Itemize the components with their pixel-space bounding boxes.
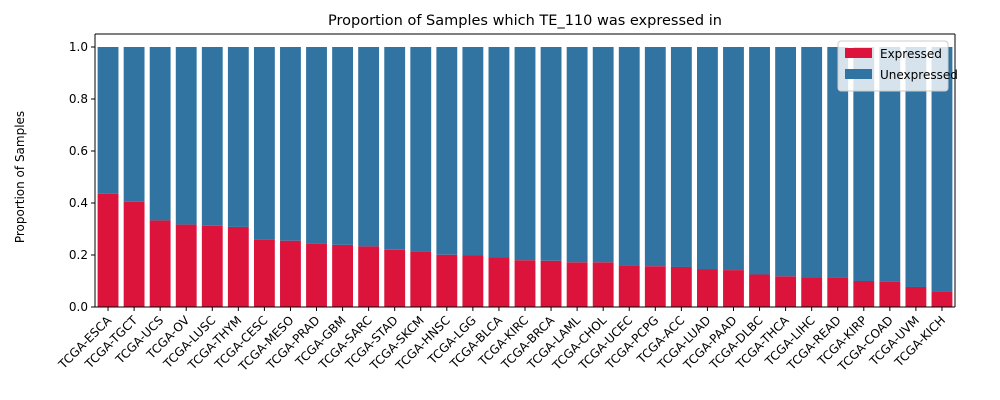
y-tick-label: 1.0 [69,40,88,54]
bar-expressed-tcga-prad [306,243,327,307]
y-tick-label: 0.4 [69,196,88,210]
bar-expressed-tcga-luad [697,269,718,307]
bar-expressed-tcga-tgct [123,201,145,307]
legend-label-expressed: Expressed [880,47,942,61]
legend-swatch-unexpressed [845,69,872,79]
bar-expressed-tcga-thca [775,276,797,307]
y-axis-label: Proportion of Samples [13,111,27,243]
bar-expressed-tcga-stad [384,249,406,307]
bar-expressed-tcga-brca [540,260,562,307]
bar-expressed-tcga-uvm [905,286,927,307]
bar-unexpressed-tcga-sarc [358,47,380,247]
bar-unexpressed-tcga-meso [280,47,301,241]
bar-unexpressed-tcga-thca [775,47,797,277]
bar-unexpressed-tcga-skcm [410,47,432,252]
bar-expressed-tcga-ucs [149,220,171,307]
bar-unexpressed-tcga-pcpg [644,47,666,267]
bar-expressed-tcga-lusc [201,225,223,307]
bar-expressed-tcga-kich [931,291,953,307]
y-tick-label: 0.0 [69,300,88,314]
bar-expressed-tcga-lgg [462,255,484,307]
bar-unexpressed-tcga-coad [879,47,901,282]
bars-group [97,47,953,307]
bar-unexpressed-tcga-brca [540,47,562,261]
bar-expressed-tcga-ov [175,224,197,307]
bar-unexpressed-tcga-ov [175,47,197,225]
legend: Expressed Unexpressed [837,40,958,92]
bar-unexpressed-tcga-paad [723,47,744,271]
y-tick-label: 0.8 [69,92,88,106]
bar-expressed-tcga-skcm [410,251,432,307]
bar-expressed-tcga-esca [97,193,119,307]
bar-expressed-tcga-chol [592,262,614,307]
bar-unexpressed-tcga-gbm [332,47,353,245]
bar-unexpressed-tcga-ucs [149,47,171,221]
bar-expressed-tcga-read [827,277,849,307]
bar-expressed-tcga-hnsc [436,254,458,307]
bar-expressed-tcga-coad [879,281,901,307]
bar-unexpressed-tcga-kich [931,47,953,292]
bar-unexpressed-tcga-dlbc [749,47,770,275]
bar-expressed-tcga-kirp [853,281,875,307]
bar-unexpressed-tcga-stad [384,47,406,250]
bar-unexpressed-tcga-ucec [618,47,640,266]
bar-unexpressed-tcga-thym [227,47,249,227]
bar-expressed-tcga-dlbc [749,274,770,307]
bar-unexpressed-tcga-kirp [853,47,875,281]
bar-unexpressed-tcga-acc [670,47,692,267]
bar-unexpressed-tcga-blca [488,47,510,258]
bar-unexpressed-tcga-lusc [201,47,223,226]
bar-expressed-tcga-laml [566,262,588,307]
bar-unexpressed-tcga-cesc [253,47,275,240]
bar-unexpressed-tcga-lihc [801,47,823,278]
bar-unexpressed-tcga-chol [592,47,614,263]
bar-expressed-tcga-ucec [618,265,640,307]
bar-expressed-tcga-blca [488,257,510,307]
bar-expressed-tcga-thym [227,226,249,307]
bar-unexpressed-tcga-luad [697,47,718,270]
y-tick-label: 0.2 [69,248,88,262]
x-axis: TCGA-ESCATCGA-TGCTTCGA-UCSTCGA-OVTCGA-LU… [55,307,948,374]
bar-expressed-tcga-gbm [332,244,353,307]
bar-unexpressed-tcga-laml [566,47,588,263]
bar-expressed-tcga-cesc [253,239,275,307]
bar-unexpressed-tcga-uvm [905,47,927,287]
chart-title: Proportion of Samples which TE_110 was e… [328,13,722,29]
bar-expressed-tcga-acc [670,266,692,307]
bar-unexpressed-tcga-read [827,47,849,278]
y-tick-label: 0.6 [69,144,88,158]
bar-unexpressed-tcga-kirc [514,47,536,261]
bar-unexpressed-tcga-hnsc [436,47,458,255]
bar-expressed-tcga-pcpg [644,266,666,307]
bar-expressed-tcga-kirc [514,260,536,307]
bar-unexpressed-tcga-esca [97,47,119,194]
bar-unexpressed-tcga-lgg [462,47,484,256]
bar-expressed-tcga-paad [723,270,744,307]
bar-expressed-tcga-meso [280,240,301,307]
bar-unexpressed-tcga-prad [306,47,327,244]
bar-expressed-tcga-lihc [801,277,823,307]
bar-expressed-tcga-sarc [358,246,380,307]
bar-unexpressed-tcga-tgct [123,47,145,202]
legend-swatch-expressed [845,48,872,58]
legend-label-unexpressed: Unexpressed [880,68,958,82]
